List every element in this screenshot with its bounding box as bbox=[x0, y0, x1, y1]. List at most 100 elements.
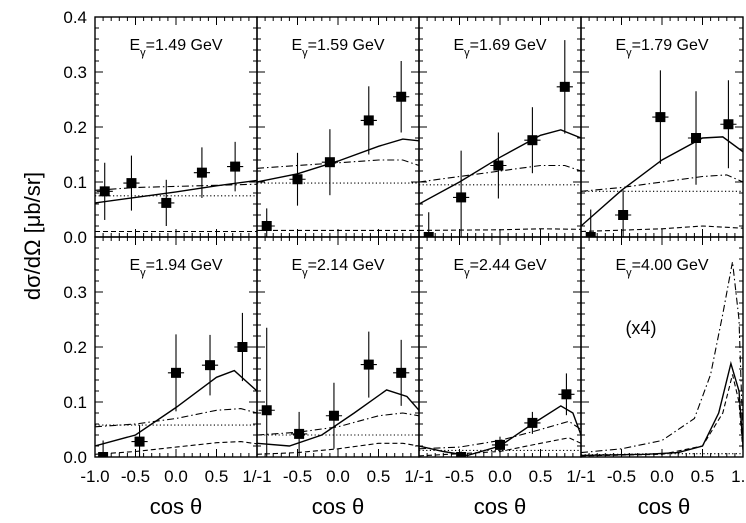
data-point bbox=[96, 162, 113, 220]
data-point bbox=[193, 147, 211, 198]
marker bbox=[585, 232, 596, 237]
marker bbox=[292, 174, 303, 185]
panel-energy-subscript: γ bbox=[302, 47, 308, 59]
data-point bbox=[258, 327, 275, 457]
data-point bbox=[453, 150, 470, 237]
x-axis-titles: cos θ cos θ cos θ cos θ bbox=[150, 494, 691, 519]
curve-dashed bbox=[581, 225, 743, 233]
curve-solid bbox=[257, 389, 419, 447]
curve-dashdot bbox=[95, 183, 257, 191]
marker bbox=[324, 157, 335, 168]
marker bbox=[363, 115, 374, 126]
y-tick-label: 0.0 bbox=[63, 228, 87, 247]
panel-5: Eγ=1.94 GeV bbox=[94, 236, 258, 458]
x-tick-labels: -1.0 -0.5 0.0 0.5 1/-1 -0.5 0.0 0.5 1/-1 -0.5 0.0 0… bbox=[80, 467, 746, 486]
panel-energy-symbol: E bbox=[453, 257, 464, 274]
data-point bbox=[524, 411, 541, 434]
curve-dashdot bbox=[419, 164, 581, 183]
marker bbox=[618, 210, 629, 220]
curve-solid bbox=[581, 136, 743, 227]
panel-energy-subscript: γ bbox=[140, 47, 146, 59]
curve-dashed bbox=[95, 441, 257, 455]
panel-energy-value: =1.69 GeV bbox=[470, 37, 547, 54]
data-point bbox=[321, 129, 338, 196]
panel-energy-label: Eγ=1.59 GeV bbox=[291, 37, 384, 59]
panel-8: Eγ=4.00 GeV (x4) bbox=[580, 236, 744, 458]
panel-energy-symbol: E bbox=[291, 37, 302, 54]
curve-solid bbox=[419, 129, 581, 205]
data-point bbox=[167, 334, 185, 412]
marker bbox=[237, 342, 248, 352]
data-point bbox=[393, 339, 410, 406]
curve-solid bbox=[95, 369, 257, 447]
panel-energy-label: Eγ=1.69 GeV bbox=[453, 37, 546, 59]
data-point bbox=[491, 436, 509, 454]
curve-dashed bbox=[257, 442, 419, 455]
panel-energy-symbol: E bbox=[129, 37, 140, 54]
data-point bbox=[615, 190, 632, 237]
panel-energy-value: =4.00 GeV bbox=[632, 257, 709, 274]
panel-energy-symbol: E bbox=[453, 37, 464, 54]
data-point bbox=[490, 132, 507, 199]
marker bbox=[456, 452, 467, 457]
curve-dashed bbox=[581, 374, 743, 457]
data-point bbox=[325, 382, 343, 449]
x-tick-label: -0.5 bbox=[121, 467, 150, 486]
marker bbox=[261, 221, 272, 231]
panel-energy-label: Eγ=2.14 GeV bbox=[291, 257, 384, 279]
marker bbox=[196, 167, 207, 178]
data-point bbox=[582, 209, 599, 237]
panel-3: Eγ=1.69 GeV bbox=[418, 16, 582, 238]
x-tick-label: 0.5 bbox=[205, 467, 229, 486]
panel-energy-symbol: E bbox=[129, 257, 140, 274]
marker bbox=[423, 232, 434, 237]
curve-dashdot bbox=[95, 408, 257, 428]
panel-energy-subscript: γ bbox=[140, 267, 146, 279]
panel-energy-subscript: γ bbox=[626, 267, 632, 279]
panel-energy-label: Eγ=1.94 GeV bbox=[129, 257, 222, 279]
panels: Eγ=1.49 GeV Eγ=1.59 GeV Eγ=1.69 GeV Eγ=1.79… bbox=[94, 16, 744, 458]
panel-energy-symbol: E bbox=[291, 257, 302, 274]
y-tick-label: 0.2 bbox=[63, 118, 87, 137]
marker bbox=[691, 133, 702, 143]
panel-6: Eγ=2.14 GeV bbox=[256, 236, 420, 458]
marker bbox=[328, 410, 339, 421]
marker bbox=[655, 112, 666, 123]
marker bbox=[294, 428, 305, 439]
data-point bbox=[687, 91, 705, 185]
x-tick-label: -0.5 bbox=[607, 467, 636, 486]
data-point bbox=[289, 152, 306, 206]
data-point bbox=[291, 411, 308, 456]
marker bbox=[396, 91, 407, 102]
x-axis-title-1: cos θ bbox=[150, 494, 203, 519]
data-point bbox=[652, 70, 669, 164]
data-point bbox=[720, 80, 737, 169]
marker bbox=[134, 436, 145, 447]
curve-solid bbox=[95, 179, 257, 204]
marker bbox=[527, 135, 538, 146]
data-point bbox=[393, 61, 410, 133]
x-axis-title-4: cos θ bbox=[638, 494, 691, 519]
curve-dashdot bbox=[257, 159, 419, 169]
data-point bbox=[158, 179, 175, 226]
y-tick-label: 0.3 bbox=[63, 283, 87, 302]
data-point bbox=[558, 373, 575, 416]
marker bbox=[126, 178, 137, 189]
panel-energy-value: =2.44 GeV bbox=[470, 257, 547, 274]
data-point bbox=[234, 312, 251, 382]
data-point bbox=[201, 334, 219, 396]
x-tick-label: 0.0 bbox=[164, 467, 188, 486]
marker bbox=[495, 439, 505, 450]
marker bbox=[99, 186, 110, 197]
marker bbox=[98, 452, 109, 457]
curve-dashdot bbox=[581, 174, 743, 192]
y-tick-label: 0.2 bbox=[63, 338, 87, 357]
data-point bbox=[360, 331, 377, 398]
x-tick-label: 1/-1 bbox=[566, 467, 595, 486]
panel-2: Eγ=1.59 GeV bbox=[256, 16, 420, 238]
panel-energy-value: =1.94 GeV bbox=[146, 257, 223, 274]
x-tick-label: 0.0 bbox=[488, 467, 512, 486]
marker bbox=[559, 81, 570, 92]
panel-7: Eγ=2.44 GeV bbox=[418, 236, 582, 458]
data-point bbox=[131, 425, 148, 457]
